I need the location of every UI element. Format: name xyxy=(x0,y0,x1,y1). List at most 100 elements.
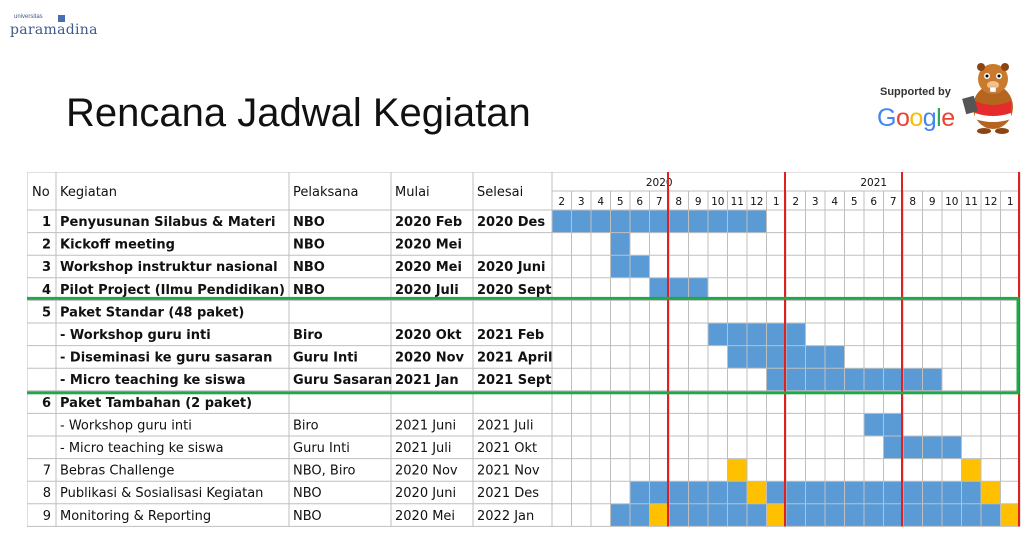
supported-by-label: Supported by xyxy=(880,86,951,98)
header-end: Selesai xyxy=(477,185,523,200)
row-start: 2020 Mei xyxy=(395,238,462,253)
month-label: 8 xyxy=(675,196,682,208)
row-no: 8 xyxy=(43,486,51,501)
row-end: 2021 April xyxy=(477,351,552,366)
row-executor: NBO xyxy=(293,260,325,275)
row-activity: Paket Tambahan (2 paket) xyxy=(60,396,252,411)
milestone-bar xyxy=(981,481,1001,504)
logo-text: paramadina xyxy=(10,22,98,38)
milestone-bar xyxy=(961,458,981,482)
row-start: 2020 Juli xyxy=(395,283,459,298)
row-start: 2021 Juni xyxy=(395,418,456,433)
month-label: 7 xyxy=(656,196,663,208)
row-executor: NBO xyxy=(293,283,325,298)
gantt-bar xyxy=(766,368,942,391)
row-end: 2021 Sept xyxy=(477,373,551,388)
row-activity: Paket Standar (48 paket) xyxy=(60,305,244,320)
month-label: 1 xyxy=(1007,196,1014,208)
row-no: 1 xyxy=(42,215,51,230)
row-activity: Workshop instruktur nasional xyxy=(60,260,278,275)
gantt-bar xyxy=(708,323,806,346)
gantt-bar xyxy=(610,232,630,256)
page-title: Rencana Jadwal Kegiatan xyxy=(66,91,531,135)
milestone-bar xyxy=(1000,503,1020,527)
month-label: 7 xyxy=(890,196,897,208)
row-executor: Guru Inti xyxy=(293,351,358,366)
month-label: 9 xyxy=(929,196,936,208)
row-activity: - Micro teaching ke siswa xyxy=(60,373,246,388)
row-activity: Bebras Challenge xyxy=(60,464,174,479)
row-activity: Publikasi & Sosialisasi Kegiatan xyxy=(60,486,263,501)
year-label: 2020 xyxy=(646,177,673,189)
row-end: 2022 Jan xyxy=(477,509,534,524)
month-label: 1 xyxy=(773,196,780,208)
row-end: 2020 Des xyxy=(477,215,545,230)
row-no: 7 xyxy=(43,464,51,479)
header-start: Mulai xyxy=(395,185,430,200)
month-label: 11 xyxy=(965,196,978,208)
month-label: 12 xyxy=(984,196,997,208)
gantt-bar xyxy=(552,210,767,233)
row-activity: Pilot Project (Ilmu Pendidikan) xyxy=(60,283,285,298)
row-executor: NBO xyxy=(293,215,325,230)
row-start: 2021 Juli xyxy=(395,441,452,456)
gantt-bar xyxy=(649,277,708,301)
row-no: 9 xyxy=(43,509,51,524)
row-start: 2021 Jan xyxy=(395,373,459,388)
row-executor: Biro xyxy=(293,328,323,343)
milestone-bar xyxy=(649,503,669,527)
month-label: 5 xyxy=(851,196,858,208)
month-label: 12 xyxy=(750,196,763,208)
row-no: 6 xyxy=(42,396,51,411)
gantt-bar xyxy=(786,503,1001,527)
row-start: 2020 Okt xyxy=(395,328,462,343)
row-end: 2020 Juni xyxy=(477,260,546,275)
row-executor: NBO xyxy=(293,238,325,253)
row-activity: - Diseminasi ke guru sasaran xyxy=(60,351,272,366)
row-executor: NBO, Biro xyxy=(293,464,356,479)
header-executor: Pelaksana xyxy=(293,185,358,200)
month-label: 6 xyxy=(636,196,643,208)
row-end: 2021 Des xyxy=(477,486,539,501)
row-start: 2020 Mei xyxy=(395,509,455,524)
month-label: 4 xyxy=(597,196,604,208)
month-label: 10 xyxy=(945,196,958,208)
row-end: 2021 Nov xyxy=(477,464,540,479)
logo-mark-icon xyxy=(58,15,65,22)
gantt-bar xyxy=(766,481,981,504)
row-executor: Biro xyxy=(293,418,319,433)
month-label: 5 xyxy=(617,196,624,208)
row-activity: Penyusunan Silabus & Materi xyxy=(60,215,275,230)
row-no: 2 xyxy=(42,238,51,253)
row-activity: - Workshop guru inti xyxy=(60,418,192,433)
row-no: 4 xyxy=(42,283,51,298)
year-label: 2021 xyxy=(860,177,887,189)
header-no: No xyxy=(32,185,50,200)
logo-small-text: universitas xyxy=(14,14,43,20)
row-start: 2020 Juni xyxy=(395,486,456,501)
row-no: 3 xyxy=(42,260,51,275)
row-activity: - Workshop guru inti xyxy=(60,328,211,343)
row-activity: Monitoring & Reporting xyxy=(60,509,211,524)
month-label: 9 xyxy=(695,196,702,208)
row-start: 2020 Nov xyxy=(395,351,465,366)
beaver-mascot-icon xyxy=(962,63,1013,134)
month-label: 2 xyxy=(558,196,565,208)
google-logo: Google xyxy=(877,104,955,132)
row-executor: Guru Sasaran xyxy=(293,373,392,388)
row-end: 2020 Sept xyxy=(477,283,551,298)
schedule-table: No Kegiatan Pelaksana Mulai Selesai 2020 2021 2… xyxy=(27,172,1021,527)
row-activity: - Micro teaching ke siswa xyxy=(60,441,224,456)
row-start: 2020 Mei xyxy=(395,260,462,275)
month-label: 3 xyxy=(812,196,819,208)
milestone-bar xyxy=(727,458,747,482)
month-label: 3 xyxy=(578,196,585,208)
row-executor: NBO xyxy=(293,486,322,501)
row-activity: Kickoff meeting xyxy=(60,238,175,253)
row-end: 2021 Feb xyxy=(477,328,544,343)
month-label: 6 xyxy=(870,196,877,208)
row-end: 2021 Juli xyxy=(477,418,534,433)
header-activity: Kegiatan xyxy=(60,185,117,200)
row-no: 5 xyxy=(42,305,51,320)
row-start: 2020 Nov xyxy=(395,464,458,479)
